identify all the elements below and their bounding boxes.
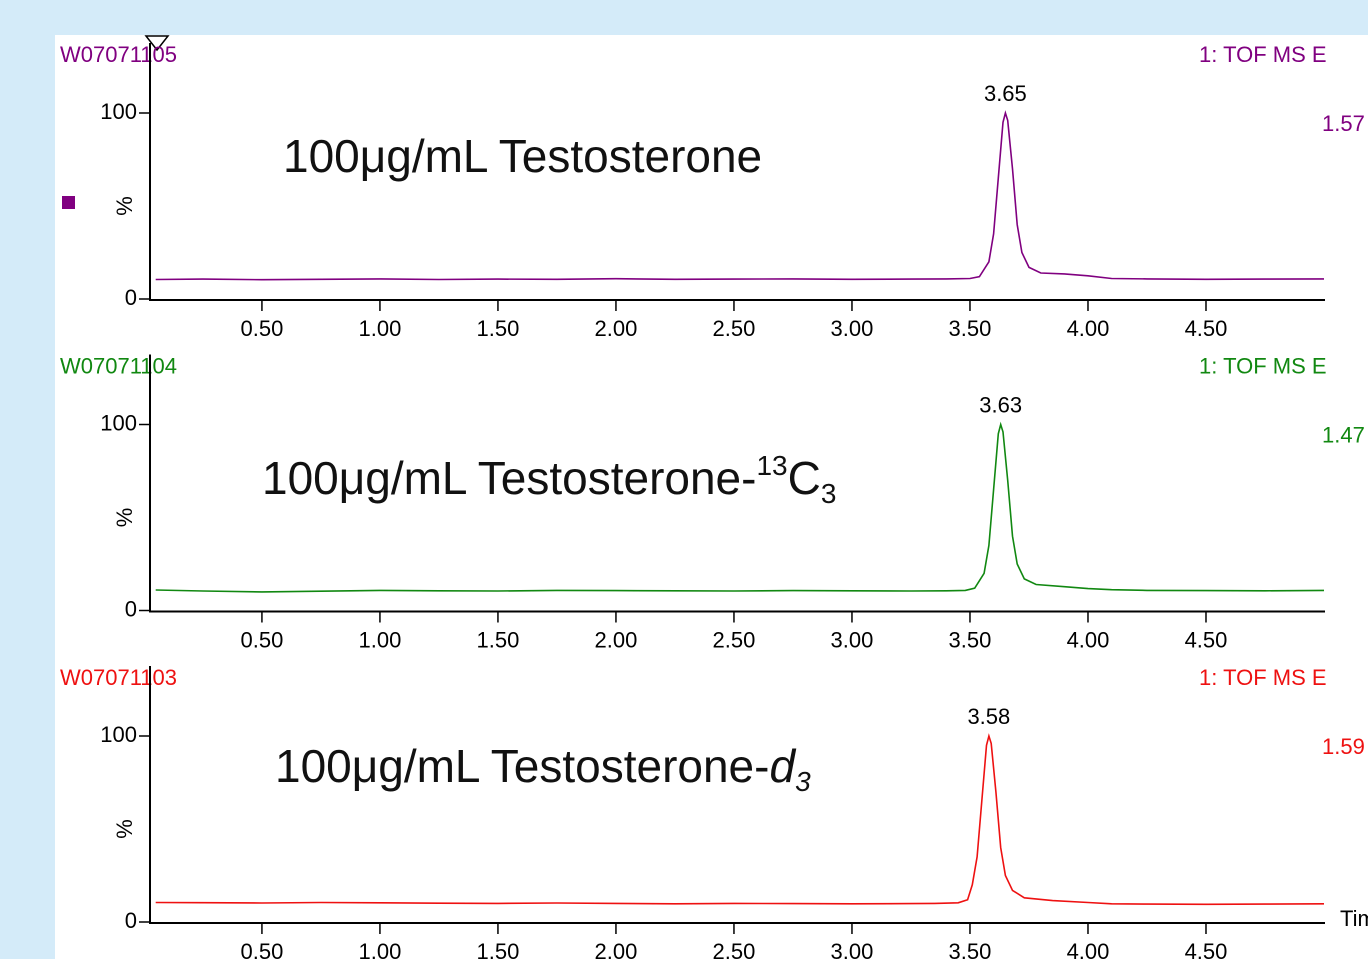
annotation-base: C	[788, 452, 821, 504]
trace	[155, 733, 1325, 906]
sample-id: W07071104	[60, 353, 177, 378]
peak-label: 3.58	[967, 704, 1010, 729]
y-axis-label: %	[112, 196, 137, 216]
annotation-text: 100μg/mL Testosterone-	[275, 740, 769, 792]
x-tick-label: 2.00	[595, 627, 638, 652]
y-tick-label: 0	[125, 285, 137, 310]
x-tick-label: 3.50	[949, 316, 992, 341]
annotation-text: 100μg/mL Testosterone-	[262, 452, 756, 504]
x-axis-label: Time	[1340, 906, 1368, 931]
annotation-sub: 3	[795, 766, 811, 797]
x-tick-label: 0.50	[241, 627, 284, 652]
x-tick-label: 4.00	[1067, 939, 1110, 959]
x-tick-label: 1.00	[359, 939, 402, 959]
sample-id: W07071105	[60, 42, 177, 67]
sample-id: W07071103	[60, 665, 177, 690]
x-tick-label: 2.50	[713, 627, 756, 652]
trace-marker	[62, 196, 75, 209]
peak-label: 3.63	[979, 392, 1022, 417]
x-tick-label: 3.50	[949, 627, 992, 652]
x-tick-label: 3.00	[831, 939, 874, 959]
scan-function: 1: TOF MS E	[1199, 42, 1327, 67]
y-axis-label: %	[112, 819, 137, 839]
annotation-sub: 3	[821, 478, 837, 509]
annotation: 100μg/mL Testosterone-13C3	[262, 450, 836, 509]
x-tick-label: 4.50	[1185, 939, 1228, 959]
marker-triangle	[144, 35, 170, 52]
x-tick-label: 4.00	[1067, 627, 1110, 652]
y-tick-label: 0	[125, 596, 137, 621]
y-tick-label: 100	[100, 99, 137, 124]
x-tick-label: 2.00	[595, 939, 638, 959]
x-tick-label: 1.50	[477, 627, 520, 652]
trace	[155, 421, 1325, 593]
x-tick-label: 2.00	[595, 316, 638, 341]
annotation: 100μg/mL Testosterone-d3	[275, 740, 811, 797]
x-tick-label: 0.50	[241, 316, 284, 341]
annotation-italic: d	[769, 740, 796, 792]
y-axis-label: %	[112, 508, 137, 528]
annotation-text: 100μg/mL Testosterone	[283, 130, 762, 182]
scan-function: 1: TOF MS E	[1199, 665, 1327, 690]
trace	[155, 110, 1325, 281]
peak-label: 3.65	[984, 81, 1027, 106]
intensity: 1.47	[1322, 422, 1365, 447]
x-tick-label: 2.50	[713, 316, 756, 341]
x-tick-label: 1.50	[477, 939, 520, 959]
scan-function: 1: TOF MS E	[1199, 353, 1327, 378]
x-tick-label: 4.00	[1067, 316, 1110, 341]
x-tick-label: 4.50	[1185, 627, 1228, 652]
x-tick-label: 1.50	[477, 316, 520, 341]
x-tick-label: 4.50	[1185, 316, 1228, 341]
x-tick-label: 0.50	[241, 939, 284, 959]
x-tick-label: 3.00	[831, 316, 874, 341]
intensity: 1.59	[1322, 734, 1365, 759]
plot-panel	[55, 35, 1368, 959]
y-tick-label: 0	[125, 908, 137, 933]
annotation-sup: 13	[756, 450, 787, 481]
x-tick-label: 1.00	[359, 316, 402, 341]
x-tick-label: 3.00	[831, 627, 874, 652]
y-tick-label: 100	[100, 410, 137, 435]
x-tick-label: 2.50	[713, 939, 756, 959]
y-tick-label: 100	[100, 722, 137, 747]
x-tick-label: 1.00	[359, 627, 402, 652]
intensity: 1.57	[1322, 111, 1365, 136]
annotation: 100μg/mL Testosterone	[283, 130, 762, 182]
x-tick-label: 3.50	[949, 939, 992, 959]
